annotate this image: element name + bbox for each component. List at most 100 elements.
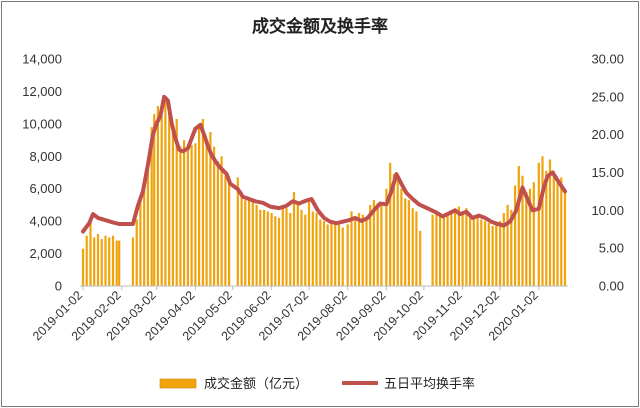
bar-58 — [311, 211, 314, 286]
bar-11 — [131, 237, 134, 286]
bar-92 — [450, 213, 453, 286]
right-axis: 0.00 5.00 10.00 15.00 20.00 25.00 30.00 — [591, 52, 624, 294]
bar-4 — [96, 234, 100, 286]
chart-title: 成交金额及换手率 — [252, 16, 388, 37]
bar-42 — [251, 201, 254, 286]
bar-55 — [300, 209, 303, 286]
bar-41 — [248, 198, 251, 286]
left-axis: 0 2,000 4,000 6,000 8,000 10,000 12,000 14,000 — [22, 52, 62, 294]
bar-122 — [563, 192, 567, 286]
y-right-tick-label: 30.00 — [591, 52, 624, 67]
bar-118 — [548, 159, 552, 286]
bar-77 — [385, 188, 388, 286]
bar-20 — [164, 96, 167, 286]
bar-5 — [100, 239, 103, 286]
bar-83 — [407, 200, 410, 286]
bar-74 — [372, 200, 375, 286]
bar-78 — [389, 162, 392, 286]
bar-120 — [556, 180, 559, 286]
bar-43 — [255, 204, 258, 286]
bar-115 — [537, 162, 540, 286]
bar-26 — [186, 148, 189, 286]
bar-72 — [365, 217, 368, 286]
bar-110 — [517, 166, 520, 286]
y-right-tick-label: 15.00 — [591, 165, 624, 180]
bar-46 — [266, 211, 269, 286]
bar-56 — [304, 214, 307, 286]
bar-79 — [392, 174, 395, 286]
bar-14 — [143, 187, 146, 286]
bar-85 — [415, 211, 418, 286]
bar-82 — [404, 198, 407, 286]
y-left-tick-label: 4,000 — [29, 214, 62, 229]
bar-22 — [171, 127, 174, 286]
bar-114 — [532, 182, 535, 286]
bar-17 — [153, 114, 156, 286]
bar-75 — [376, 203, 379, 286]
bar-71 — [361, 214, 364, 286]
legend: 成交金额（亿元） 五日平均换手率 — [159, 376, 475, 392]
bar-44 — [259, 209, 262, 286]
bar-88 — [435, 211, 438, 286]
bar-117 — [545, 170, 548, 286]
bar-59 — [315, 213, 318, 286]
bar-64 — [334, 222, 337, 286]
bar-53 — [292, 192, 296, 286]
line-series — [81, 94, 567, 234]
bar-0 — [81, 248, 85, 286]
y-left-tick-label: 12,000 — [22, 84, 62, 99]
bar-15 — [146, 161, 149, 286]
bar-18 — [156, 106, 159, 286]
bar-24 — [179, 146, 182, 286]
bar-34 — [216, 161, 219, 286]
bar-67 — [346, 224, 349, 286]
bar-54 — [296, 201, 299, 286]
bar-109 — [514, 185, 517, 286]
bar-66 — [341, 227, 344, 286]
bar-105 — [499, 221, 502, 286]
bar-116 — [541, 156, 544, 286]
bar-25 — [183, 140, 186, 286]
bar-98 — [472, 217, 475, 286]
bar-94 — [457, 206, 460, 286]
bar-30 — [201, 119, 204, 286]
bar-33 — [213, 146, 216, 286]
bar-36 — [224, 175, 227, 286]
bar-40 — [244, 200, 247, 286]
bar-series — [81, 96, 567, 287]
bar-101 — [484, 221, 487, 286]
bar-29 — [198, 123, 201, 287]
bar-62 — [326, 224, 329, 286]
bar-23 — [175, 119, 178, 286]
y-left-tick-label: 0 — [55, 279, 62, 294]
bar-32 — [209, 132, 212, 286]
bar-57 — [307, 200, 311, 286]
y-right-tick-label: 0.00 — [599, 279, 624, 294]
bar-35 — [220, 156, 223, 286]
bar-45 — [263, 209, 266, 286]
bar-119 — [552, 170, 555, 286]
bar-69 — [354, 216, 357, 286]
bar-39 — [240, 192, 243, 286]
bar-108 — [510, 209, 513, 286]
bar-95 — [461, 213, 464, 286]
bar-107 — [506, 204, 509, 286]
bar-90 — [442, 217, 445, 286]
bar-84 — [411, 208, 414, 286]
bar-51 — [285, 208, 288, 286]
bar-6 — [104, 235, 107, 286]
bar-99 — [476, 216, 479, 286]
bar-1 — [85, 235, 88, 286]
legend-line-label: 五日平均换手率 — [384, 376, 475, 392]
y-left-tick-label: 6,000 — [29, 181, 62, 196]
bar-27 — [190, 144, 193, 286]
bar-87 — [431, 214, 434, 286]
legend-bar-swatch — [159, 378, 197, 389]
bar-37 — [228, 177, 231, 286]
bar-80 — [396, 179, 399, 286]
bar-76 — [380, 204, 383, 286]
bar-16 — [150, 127, 153, 286]
bar-12 — [135, 219, 138, 286]
